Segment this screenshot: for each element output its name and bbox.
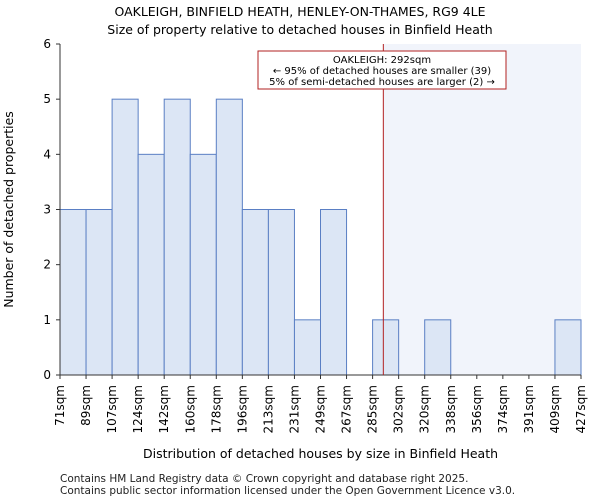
- bar: [59, 209, 87, 376]
- bar: [554, 319, 582, 376]
- x-tick-label: 213sqm: [261, 385, 275, 433]
- x-tick-label: 249sqm: [314, 385, 328, 433]
- bar: [241, 209, 269, 376]
- x-tick-label: 107sqm: [105, 385, 119, 433]
- x-tick-label: 302sqm: [392, 385, 406, 433]
- x-axis-title: Distribution of detached houses by size …: [143, 446, 498, 461]
- x-tick-label: 71sqm: [53, 385, 67, 426]
- x-tick-label: 409sqm: [548, 385, 562, 433]
- y-tick-label: 3: [43, 203, 51, 217]
- x-tick-label: 356sqm: [470, 385, 484, 433]
- highlight-region: [383, 44, 581, 375]
- y-tick-label: 4: [43, 147, 51, 161]
- annotation-box: [257, 50, 507, 90]
- chart-subtitle: Size of property relative to detached ho…: [107, 22, 493, 37]
- bar: [137, 153, 165, 376]
- footer-line-2: Contains public sector information licen…: [60, 485, 516, 497]
- x-tick-label: 285sqm: [366, 385, 380, 433]
- x-tick-label: 124sqm: [131, 385, 145, 433]
- x-tick-label: 89sqm: [79, 385, 93, 426]
- x-tick-label: 160sqm: [183, 385, 197, 433]
- x-tick-label: 142sqm: [157, 385, 171, 433]
- annotation-line-3: 5% of semi-detached houses are larger (2…: [269, 77, 495, 88]
- y-tick-label: 5: [43, 92, 51, 106]
- bar: [293, 319, 322, 376]
- annotation-line-2: ← 95% of detached houses are smaller (39…: [273, 66, 491, 77]
- x-tick-label: 374sqm: [496, 385, 510, 433]
- bar: [163, 98, 191, 376]
- y-axis-title: Number of detached properties: [1, 111, 16, 308]
- bar: [320, 209, 348, 376]
- annotation-line-1: OAKLEIGH: 292sqm: [333, 55, 431, 66]
- y-tick-label: 2: [43, 258, 51, 272]
- bar: [215, 98, 243, 376]
- y-tick-label: 1: [43, 313, 51, 327]
- bar: [85, 209, 113, 376]
- x-tick-label: 196sqm: [235, 385, 249, 433]
- chart-title: OAKLEIGH, BINFIELD HEATH, HENLEY-ON-THAM…: [114, 4, 486, 19]
- x-tick-label: 178sqm: [209, 385, 223, 433]
- footer-line-1: Contains HM Land Registry data © Crown c…: [60, 473, 469, 485]
- y-tick-label: 6: [43, 37, 51, 51]
- x-tick-label: 391sqm: [522, 385, 536, 433]
- bar: [111, 98, 139, 376]
- x-tick-label: 267sqm: [340, 385, 354, 433]
- bar: [372, 319, 400, 376]
- x-tick-label: 231sqm: [287, 385, 301, 433]
- bar: [267, 209, 295, 376]
- x-tick-label: 427sqm: [574, 385, 588, 433]
- y-tick-label: 0: [43, 368, 51, 382]
- x-tick-label: 338sqm: [444, 385, 458, 433]
- bar: [189, 153, 217, 376]
- bar: [424, 319, 452, 376]
- x-tick-label: 320sqm: [418, 385, 432, 433]
